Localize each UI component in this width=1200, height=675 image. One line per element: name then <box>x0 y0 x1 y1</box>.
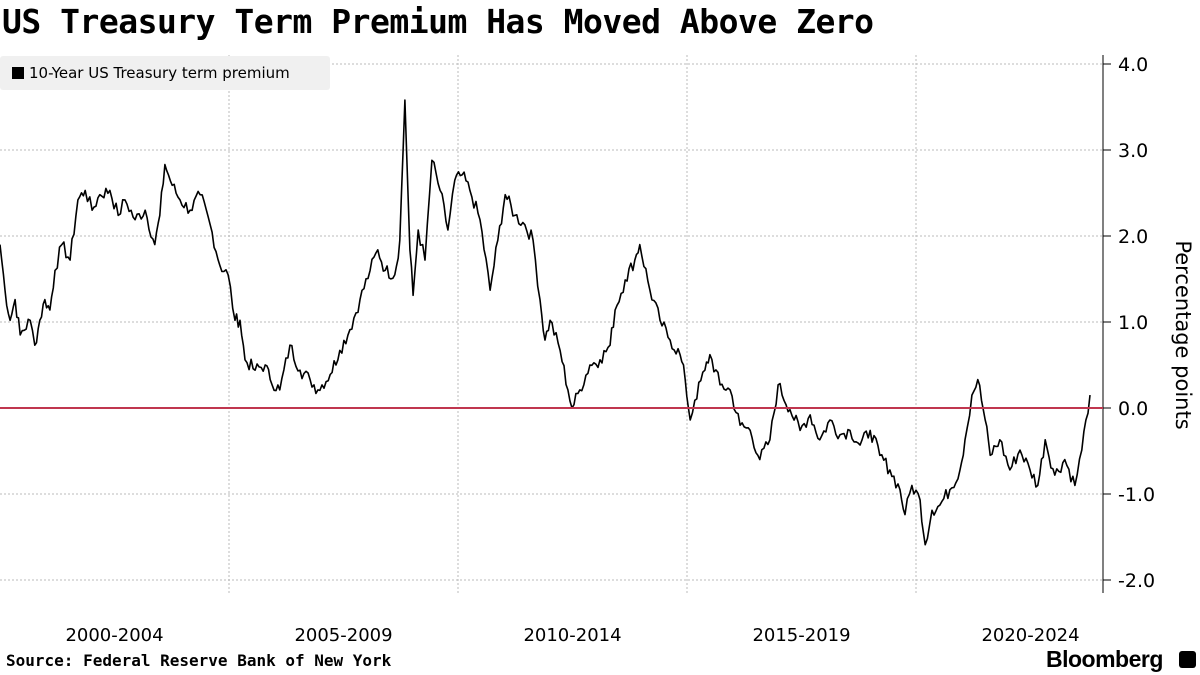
x-tick-label: 2020-2024 <box>981 625 1079 646</box>
y-tick-label: -2.0 <box>1118 570 1155 592</box>
legend-swatch <box>12 67 24 79</box>
x-tick-label: 2000-2004 <box>65 625 163 646</box>
y-tick-label: 0.0 <box>1118 398 1148 420</box>
x-tick-label: 2010-2014 <box>523 625 621 646</box>
legend-label: 10-Year US Treasury term premium <box>29 64 290 82</box>
source-note: Source: Federal Reserve Bank of New York <box>6 651 392 670</box>
legend: 10-Year US Treasury term premium <box>0 56 330 90</box>
y-tick-label: 2.0 <box>1118 226 1148 248</box>
y-axis-label: Percentage points <box>1171 240 1195 430</box>
bloomberg-chart-icon <box>1179 651 1196 668</box>
series-line <box>0 99 1091 546</box>
x-tick-label: 2015-2019 <box>752 625 850 646</box>
y-tick-label: 4.0 <box>1118 54 1148 76</box>
y-tick-label: 1.0 <box>1118 312 1148 334</box>
y-tick-label: 3.0 <box>1118 140 1148 162</box>
y-tick-label: -1.0 <box>1118 484 1155 506</box>
brand-logo: Bloomberg <box>1046 646 1163 672</box>
x-tick-label: 2005-2009 <box>294 625 392 646</box>
chart-title: US Treasury Term Premium Has Moved Above… <box>2 2 874 41</box>
